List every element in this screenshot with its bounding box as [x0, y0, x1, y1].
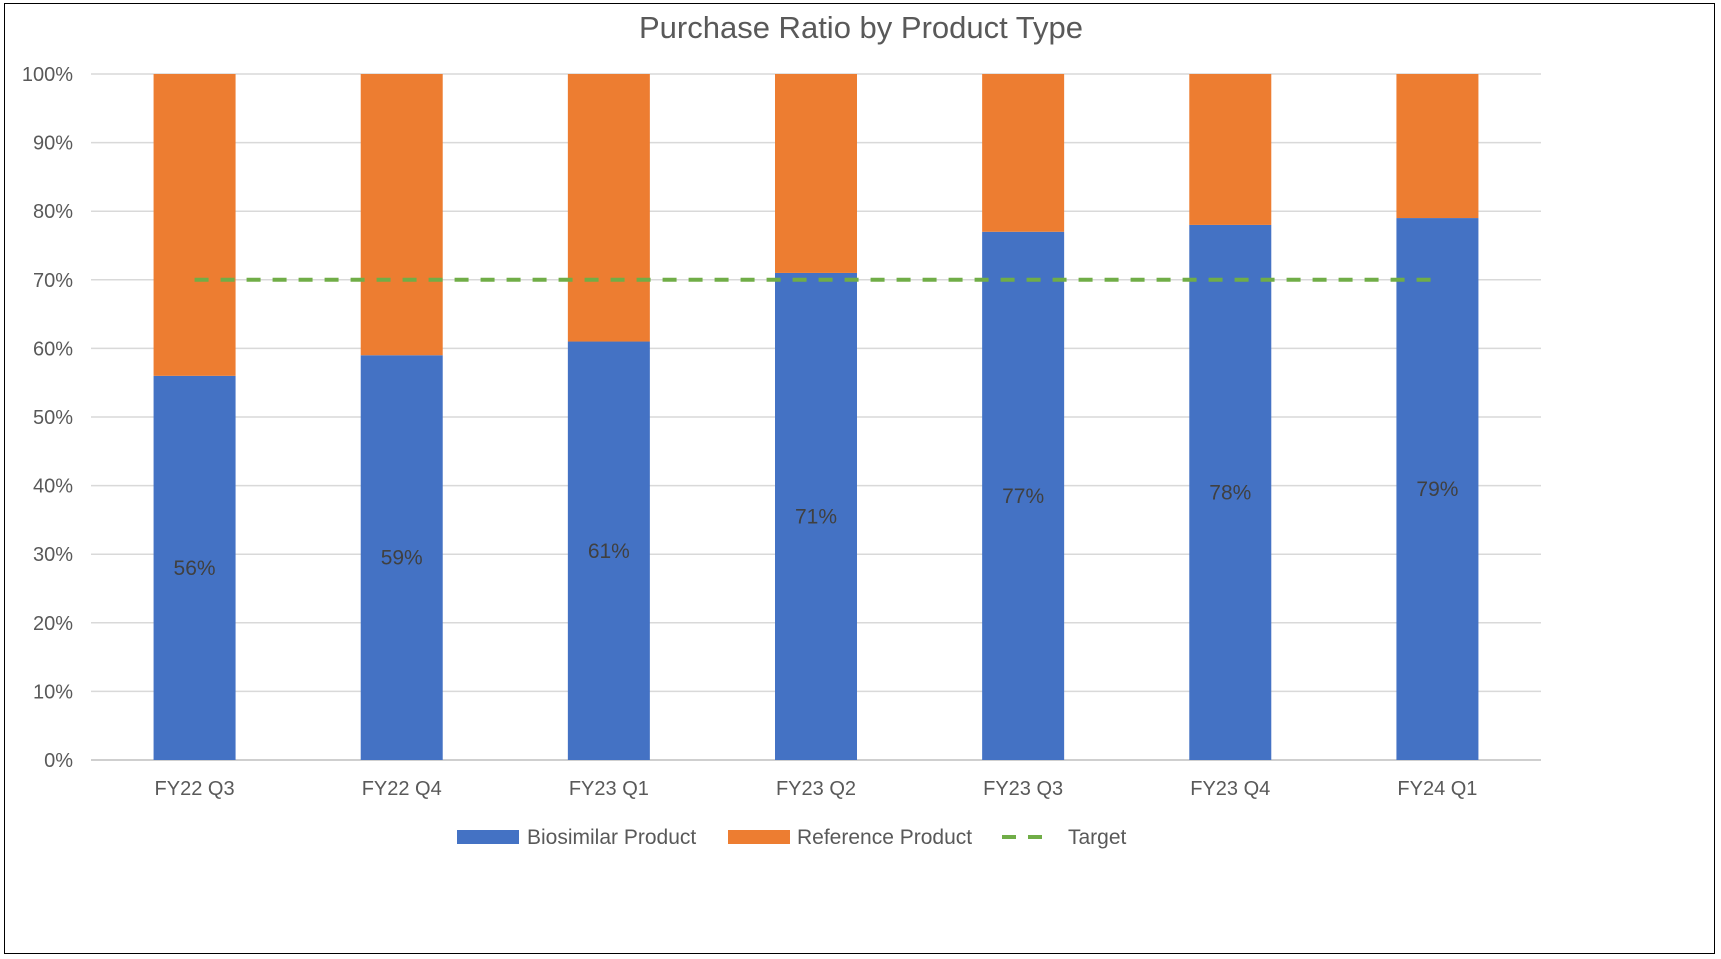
- y-tick-label: 10%: [33, 681, 73, 703]
- legend-swatch-reference-product: [728, 830, 790, 844]
- y-tick-label: 40%: [33, 476, 73, 498]
- y-tick-label: 100%: [22, 64, 73, 86]
- y-tick-label: 50%: [33, 407, 73, 429]
- y-tick-label: 30%: [33, 544, 73, 566]
- data-label: 78%: [1209, 481, 1251, 504]
- legend: Biosimilar Product Reference Product Targe…: [457, 826, 1127, 849]
- bar-reference-product: [1396, 74, 1479, 219]
- bar-reference-product: [982, 74, 1065, 232]
- data-label: 56%: [174, 557, 216, 580]
- legend-label-reference-product: Reference Product: [797, 826, 972, 849]
- x-tick-label: FY23 Q2: [776, 778, 856, 800]
- x-tick-label: FY23 Q3: [983, 778, 1063, 800]
- y-tick-label: 80%: [33, 201, 73, 223]
- x-axis-ticks: FY22 Q3 FY22 Q4 FY23 Q1 FY23 Q2 FY23 Q3 FY23 …: [155, 778, 1478, 800]
- data-labels: 56% 59% 61% 71% 77% 78% 79%: [174, 478, 1459, 580]
- chart-svg: Purchase Ratio by Product Type 0% 10% 20% 3…: [22, 10, 1541, 849]
- bar-reference-product: [567, 74, 650, 342]
- bar-biosimilar-product: [1396, 218, 1479, 760]
- legend-label-biosimilar-product: Biosimilar Product: [527, 826, 696, 849]
- bar-reference-product: [775, 74, 857, 273]
- x-tick-label: FY24 Q1: [1397, 778, 1477, 800]
- x-tick-label: FY23 Q4: [1190, 778, 1270, 800]
- data-label: 61%: [588, 540, 630, 563]
- data-label: 71%: [795, 505, 837, 528]
- legend-label-target: Target: [1068, 826, 1127, 849]
- bar-biosimilar-product: [775, 272, 857, 760]
- bar-biosimilar-product: [360, 355, 443, 760]
- y-axis-ticks: 0% 10% 20% 30% 40% 50% 60% 70% 80% 90% 100%: [22, 64, 73, 772]
- y-tick-label: 60%: [33, 338, 73, 360]
- x-tick-label: FY22 Q3: [155, 778, 235, 800]
- data-label: 79%: [1416, 478, 1458, 501]
- bar-biosimilar-product: [153, 375, 236, 760]
- y-tick-label: 70%: [33, 270, 73, 292]
- bar-reference-product: [1189, 74, 1272, 225]
- bars: [153, 74, 1479, 761]
- y-tick-label: 90%: [33, 133, 73, 155]
- x-tick-label: FY23 Q1: [569, 778, 649, 800]
- bar-biosimilar-product: [567, 341, 650, 760]
- data-label: 77%: [1002, 485, 1044, 508]
- bar-biosimilar-product: [1189, 224, 1272, 761]
- legend-swatch-biosimilar-product: [457, 830, 519, 844]
- chart-frame: Purchase Ratio by Product Type 0% 10% 20% 3…: [4, 3, 1715, 954]
- x-tick-label: FY22 Q4: [362, 778, 442, 800]
- y-tick-label: 0%: [44, 750, 73, 772]
- y-tick-label: 20%: [33, 613, 73, 635]
- bar-reference-product: [360, 74, 443, 356]
- bar-biosimilar-product: [982, 231, 1065, 760]
- data-label: 59%: [381, 547, 423, 570]
- bar-reference-product: [153, 74, 236, 376]
- chart-title: Purchase Ratio by Product Type: [639, 10, 1083, 45]
